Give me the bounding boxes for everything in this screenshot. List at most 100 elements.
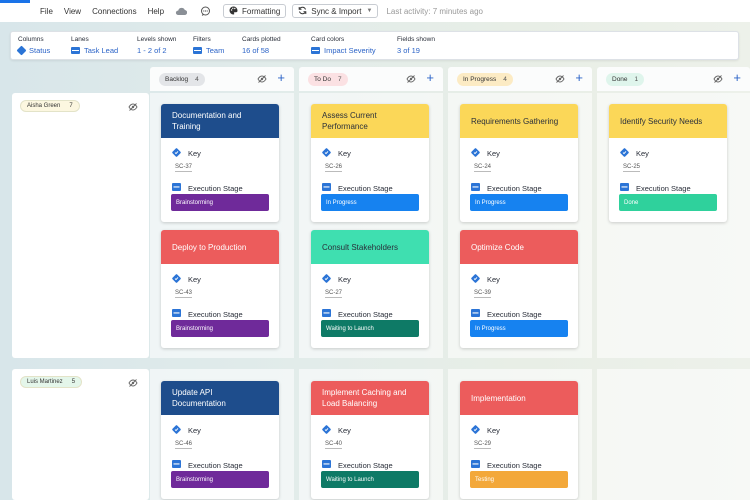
stage-value: Brainstorming (176, 476, 214, 483)
config-levels[interactable]: Levels shown 1 - 2 of 2 (137, 36, 176, 55)
menu-connections[interactable]: Connections (92, 6, 137, 16)
key-field: Key (322, 148, 351, 159)
column-status-pill[interactable]: Done 1 (606, 72, 645, 86)
add-card-icon[interactable]: + (426, 70, 434, 85)
task-card[interactable]: Identify Security Needs Key SC-25 Execution… (609, 104, 727, 222)
stage-field: Execution Stage (172, 460, 243, 470)
key-value[interactable]: SC-40 (325, 441, 343, 449)
column-name: Backlog (165, 75, 189, 83)
stage-icon (322, 460, 331, 470)
task-card[interactable]: Documentation and Training Key SC-37 Execut… (161, 104, 279, 222)
config-fields-shown[interactable]: Fields shown 3 of 19 (397, 36, 435, 55)
hide-column-icon[interactable] (555, 74, 565, 84)
column-status-pill[interactable]: To Do 7 (308, 72, 348, 86)
formatting-label: Formatting (242, 6, 281, 16)
comment-icon[interactable] (199, 5, 211, 17)
sync-import-button[interactable]: Sync & Import ▼ (292, 4, 379, 18)
config-cards-plotted[interactable]: Cards plotted 16 of 58 (242, 36, 281, 55)
task-card[interactable]: Implement Caching and Load Balancing Key S… (311, 381, 429, 499)
hide-lane-icon[interactable] (128, 378, 138, 388)
key-icon (322, 148, 331, 159)
stage-badge[interactable]: Done (619, 194, 717, 211)
stage-field: Execution Stage (471, 460, 542, 470)
key-field-label: Key (188, 275, 201, 284)
stage-value: In Progress (475, 199, 506, 206)
stage-value: Testing (475, 476, 495, 483)
stage-badge[interactable]: Brainstorming (171, 320, 269, 337)
stage-icon (322, 309, 331, 319)
stage-badge[interactable]: In Progress (470, 194, 568, 211)
config-card-colors[interactable]: Card colors Impact Severity (311, 36, 376, 55)
lane-header: Aisha Green 7 (12, 93, 149, 358)
key-value[interactable]: SC-24 (474, 164, 492, 172)
hide-lane-icon[interactable] (128, 102, 138, 112)
column-status-pill[interactable]: Backlog 4 (159, 72, 205, 86)
task-card[interactable]: Deploy to Production Key SC-43 Execution St… (161, 230, 279, 348)
key-value[interactable]: SC-27 (325, 290, 343, 298)
add-card-icon[interactable]: + (733, 70, 741, 85)
config-card-colors-value: Impact Severity (324, 46, 376, 55)
formatting-button[interactable]: Formatting (223, 4, 287, 18)
key-icon (620, 148, 629, 159)
task-card[interactable]: Update API Documentation Key SC-46 Executio… (161, 381, 279, 499)
severity-icon (311, 47, 320, 54)
add-card-icon[interactable]: + (277, 70, 285, 85)
stage-badge[interactable]: Testing (470, 471, 568, 488)
card-title: Documentation and Training (172, 111, 242, 131)
key-value[interactable]: SC-43 (175, 290, 193, 298)
column-count: 4 (195, 75, 199, 83)
card-title-bar: Update API Documentation (161, 381, 279, 415)
config-lanes[interactable]: Lanes Task Lead (71, 36, 118, 55)
key-value[interactable]: SC-39 (474, 290, 492, 298)
stage-value: Waiting to Launch (326, 476, 374, 483)
add-card-icon[interactable]: + (575, 70, 583, 85)
key-field: Key (471, 148, 500, 159)
menu-file[interactable]: File (40, 6, 53, 16)
config-lanes-label: Lanes (71, 36, 89, 43)
key-icon (172, 274, 181, 285)
config-columns[interactable]: Columns Status (16, 36, 50, 56)
card-title: Deploy to Production (172, 242, 247, 252)
board-cell (597, 369, 750, 500)
column-status-pill[interactable]: In Progress 4 (457, 72, 513, 86)
hide-column-icon[interactable] (406, 74, 416, 84)
task-card[interactable]: Consult Stakeholders Key SC-27 Execution St… (311, 230, 429, 348)
key-field: Key (172, 148, 201, 159)
task-card[interactable]: Requirements Gathering Key SC-24 Execution … (460, 104, 578, 222)
key-value[interactable]: SC-25 (623, 164, 641, 172)
key-field-label: Key (188, 149, 201, 158)
task-card[interactable]: Assess Current Performance Key SC-26 Execut… (311, 104, 429, 222)
hide-column-icon[interactable] (713, 74, 723, 84)
menu-bar: File View Connections Help Formatting Sy… (0, 0, 750, 22)
key-value[interactable]: SC-29 (474, 441, 492, 449)
stage-icon (172, 309, 181, 319)
lane-owner-pill[interactable]: Aisha Green 7 (20, 100, 80, 112)
stage-field-label: Execution Stage (188, 309, 243, 319)
menu-view[interactable]: View (63, 6, 82, 16)
stage-badge[interactable]: In Progress (470, 320, 568, 337)
lane-name: Aisha Green (27, 103, 61, 109)
column-name: In Progress (463, 75, 497, 83)
key-icon (322, 274, 331, 285)
hide-column-icon[interactable] (257, 74, 267, 84)
stage-field-label: Execution Stage (188, 183, 243, 193)
stage-badge[interactable]: Brainstorming (171, 194, 269, 211)
key-value[interactable]: SC-46 (175, 441, 193, 449)
task-card[interactable]: Implementation Key SC-29 Execution Stage Tes… (460, 381, 578, 499)
lane-owner-pill[interactable]: Luis Martinez 5 (20, 376, 83, 388)
config-filters[interactable]: Filters Team (193, 36, 224, 55)
stage-field-label: Execution Stage (338, 460, 393, 470)
key-value[interactable]: SC-37 (175, 164, 193, 172)
key-field-label: Key (636, 149, 649, 158)
stage-badge[interactable]: Waiting to Launch (321, 320, 419, 337)
stage-badge[interactable]: Waiting to Launch (321, 471, 419, 488)
task-card[interactable]: Optimize Code Key SC-39 Execution Stage In P… (460, 230, 578, 348)
key-field-label: Key (487, 149, 500, 158)
key-value[interactable]: SC-26 (325, 164, 343, 172)
cloud-icon[interactable] (175, 5, 188, 17)
stage-badge[interactable]: Brainstorming (171, 471, 269, 488)
stage-value: Waiting to Launch (326, 325, 374, 332)
stage-badge[interactable]: In Progress (321, 194, 419, 211)
stage-field-label: Execution Stage (188, 460, 243, 470)
menu-help[interactable]: Help (147, 6, 165, 16)
